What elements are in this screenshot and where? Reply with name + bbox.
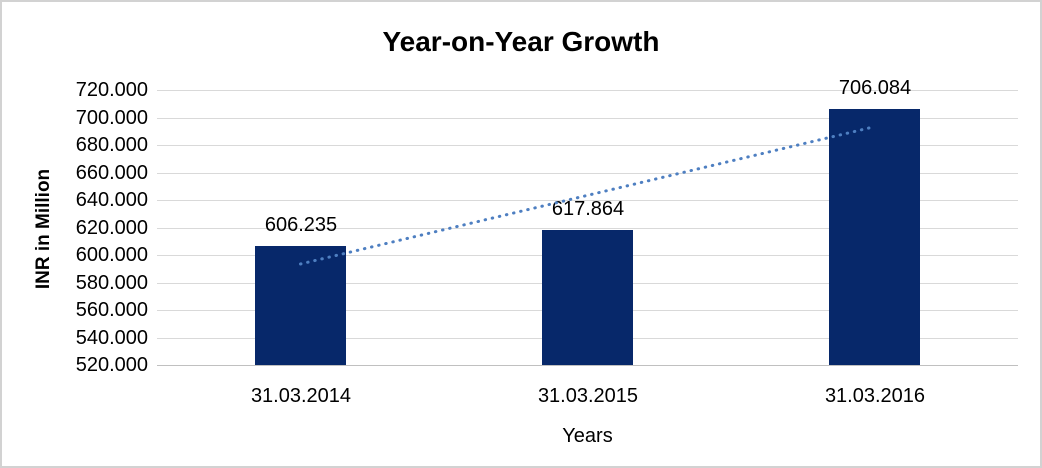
x-axis-title: Years [562, 425, 613, 447]
y-tick-label: 720.000 [75, 79, 148, 101]
x-tick-label: 31.03.2014 [250, 385, 352, 407]
bar-data-label: 706.084 [838, 77, 912, 99]
y-tick-label: 600.000 [75, 244, 148, 266]
y-tick-label: 540.000 [75, 327, 148, 349]
x-tick-label: 31.03.2016 [824, 385, 926, 407]
y-tick-label: 620.000 [75, 217, 148, 239]
x-tick-label: 31.03.2015 [537, 385, 639, 407]
bar-data-label: 617.864 [551, 198, 625, 220]
chart-title: Year-on-Year Growth [382, 26, 660, 57]
y-tick-label: 660.000 [75, 162, 148, 184]
bar [829, 109, 920, 365]
y-tick-label: 640.000 [75, 189, 148, 211]
x-axis-line [157, 365, 1018, 366]
gridline [157, 145, 1018, 146]
bar [542, 230, 633, 365]
gridline [157, 173, 1018, 174]
y-tick-label: 520.000 [75, 354, 148, 376]
bar-data-label: 606.235 [264, 214, 338, 236]
bar [255, 246, 346, 365]
gridline [157, 90, 1018, 91]
gridline [157, 200, 1018, 201]
trendline [299, 125, 876, 266]
y-tick-label: 700.000 [75, 107, 148, 129]
gridline [157, 118, 1018, 119]
plot-area: 720.000 700.000 680.000 660.000 640.000 620.0… [76, 77, 1018, 407]
y-tick-label: 680.000 [75, 134, 148, 156]
y-tick-label: 560.000 [75, 299, 148, 321]
gridline [157, 228, 1018, 229]
y-tick-label: 580.000 [75, 272, 148, 294]
